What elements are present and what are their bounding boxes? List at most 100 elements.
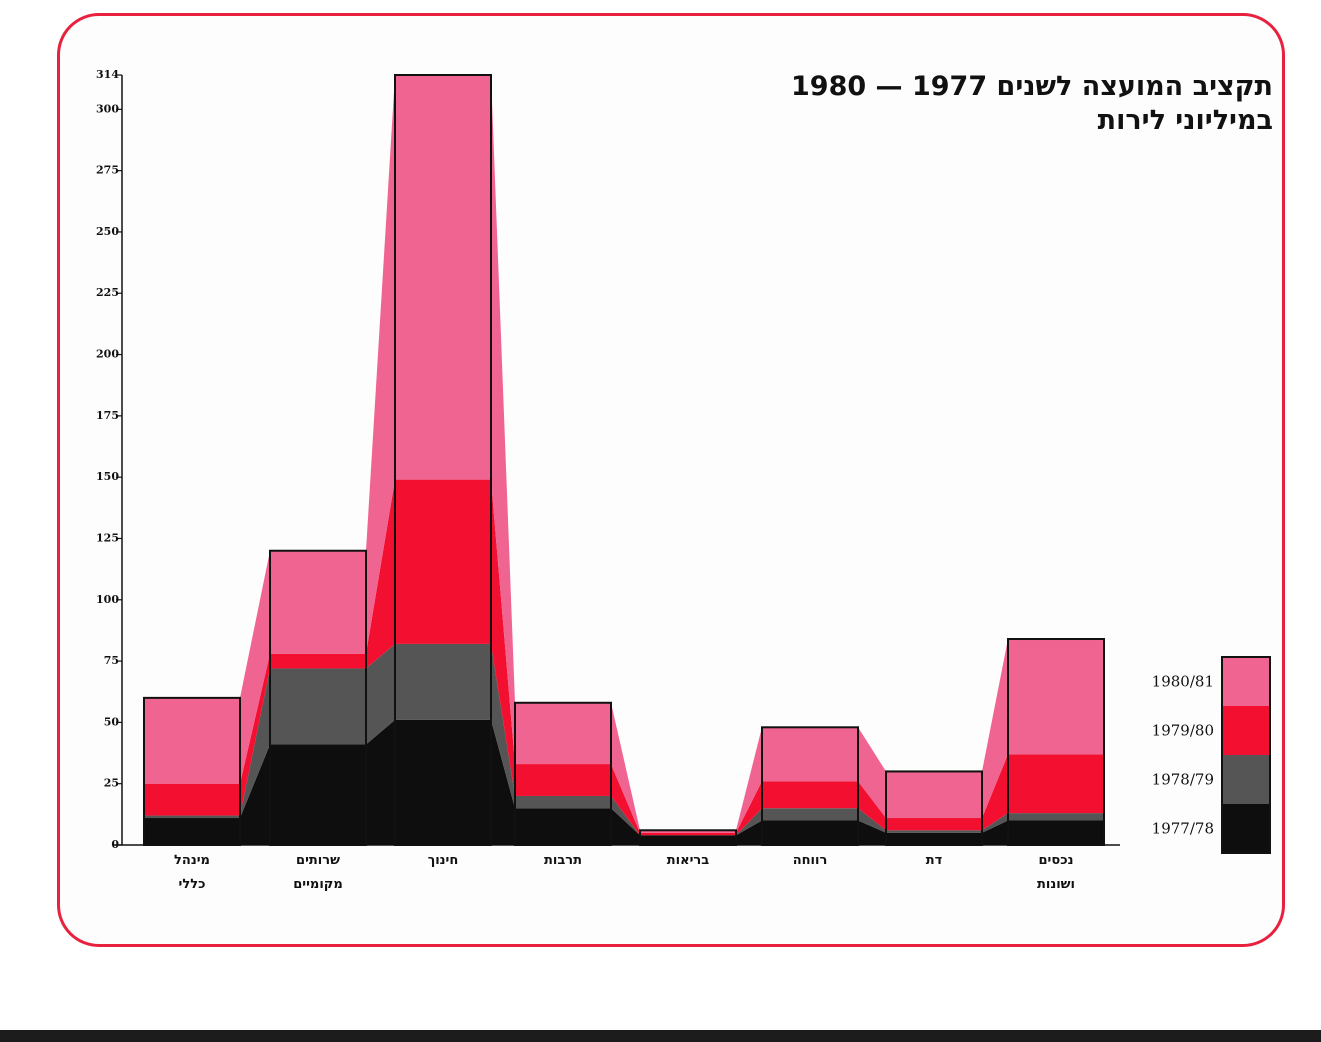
bar-segment-1978-79-6 — [886, 830, 982, 833]
bar-segment-1979-80-1 — [270, 653, 366, 669]
connector-1977-78-5 — [858, 820, 886, 845]
bar-segment-1980-81-6 — [886, 771, 982, 819]
bar-segment-1977-78-0 — [144, 818, 240, 845]
chart-title: תקציב המועצה לשנים 1977 — 1980 במיליוני … — [673, 70, 1273, 138]
bar-segment-1980-81-2 — [395, 75, 491, 480]
x-category-label: שרותים — [296, 853, 340, 868]
bar-segment-1979-80-5 — [762, 781, 858, 809]
connector-1980-81-0 — [240, 550, 270, 784]
x-category-label: כללי — [179, 877, 206, 892]
page-bottom-edge — [0, 1030, 1321, 1042]
connector-1978-79-3 — [611, 795, 640, 836]
connector-1978-79-5 — [858, 808, 886, 833]
legend-label: 1979/80 — [1152, 722, 1214, 740]
legend-outline — [1221, 656, 1271, 854]
connector-1980-81-1 — [366, 75, 395, 654]
bar-segment-1978-79-5 — [762, 808, 858, 821]
legend-label: 1977/78 — [1152, 820, 1214, 838]
legend-swatch-1977-78 — [1222, 804, 1270, 853]
y-tick-label: 100 — [96, 593, 119, 606]
bar-segment-1978-79-0 — [144, 815, 240, 819]
connector-1980-81-6 — [982, 639, 1008, 819]
bar-segment-1978-79-1 — [270, 668, 366, 745]
legend-swatch-1978-79 — [1222, 755, 1270, 804]
bar-segment-1979-80-3 — [515, 764, 611, 796]
connector-1977-78-4 — [736, 820, 762, 845]
connector-1978-79-6 — [982, 813, 1008, 833]
legend: 1980/81 1979/80 1978/79 1977/78 — [1152, 656, 1271, 854]
y-tick-label: 175 — [96, 409, 119, 422]
bar-segment-1978-79-7 — [1008, 813, 1104, 821]
y-tick-label: 250 — [96, 225, 119, 238]
x-category-label: תרבות — [544, 853, 582, 868]
bar-segment-1977-78-5 — [762, 820, 858, 845]
bar-segment-1978-79-2 — [395, 643, 491, 720]
y-tick-label: 25 — [104, 777, 119, 790]
connector-1977-78-0 — [240, 744, 270, 845]
bar-segment-1977-78-3 — [515, 808, 611, 845]
connector-1979-80-1 — [366, 479, 395, 669]
bars — [143, 74, 1105, 847]
connector-1979-80-2 — [491, 479, 515, 796]
bar-segment-1979-80-7 — [1008, 754, 1104, 814]
bar-segment-1977-78-4 — [640, 835, 736, 845]
x-category-label: רווחה — [793, 853, 828, 868]
x-axis-labels: מינהל כללי שרותים מקומיים חינוך תרבות בריאות רו… — [174, 853, 1075, 892]
y-tick-label: 314 — [96, 68, 119, 81]
connector-1979-80-5 — [858, 781, 886, 831]
connector-1978-79-2 — [491, 643, 515, 809]
bar-segment-1977-78-6 — [886, 832, 982, 845]
x-category-label: בריאות — [667, 853, 709, 868]
y-tick-label: 125 — [96, 531, 119, 544]
connector-1980-81-4 — [736, 727, 762, 833]
bar-segment-1980-81-5 — [762, 727, 858, 782]
bar-segment-1979-80-4 — [640, 832, 736, 836]
y-axis: 0 25 50 75 100 125 150 175 200 225 250 275 300 314 — [96, 68, 1120, 851]
x-category-label: ושונות — [1037, 877, 1075, 892]
connector-1978-79-1 — [366, 643, 395, 745]
bar-segment-1977-78-7 — [1008, 820, 1104, 845]
connector-1977-78-2 — [491, 719, 515, 845]
legend-swatch-1979-80 — [1222, 706, 1270, 755]
y-tick-label: 150 — [96, 470, 119, 483]
bar-segment-1980-81-4 — [640, 830, 736, 833]
connector-1979-80-3 — [611, 764, 640, 836]
y-tick-label: 0 — [111, 838, 119, 851]
connector-1977-78-3 — [611, 808, 640, 845]
y-tick-label: 225 — [96, 286, 119, 299]
connector-1979-80-4 — [736, 781, 762, 836]
bar-segment-1979-80-2 — [395, 479, 491, 644]
bar-segment-1977-78-1 — [270, 744, 366, 845]
connector-1979-80-0 — [240, 653, 270, 816]
connector-1978-79-4 — [736, 808, 762, 836]
connector-1977-78-6 — [982, 820, 1008, 845]
x-category-label: מקומיים — [293, 877, 343, 892]
bar-segment-1979-80-6 — [886, 818, 982, 831]
legend-label: 1980/81 — [1152, 673, 1214, 691]
connector-1977-78-1 — [366, 719, 395, 845]
x-category-label: דת — [926, 853, 943, 868]
y-tick-label: 275 — [96, 164, 119, 177]
bar-segment-1980-81-1 — [270, 550, 366, 654]
x-category-label: נכסים — [1039, 853, 1074, 868]
y-tick-label: 300 — [96, 102, 119, 115]
y-tick-label: 75 — [104, 654, 119, 667]
bar-segment-1977-78-2 — [395, 719, 491, 845]
connector-1979-80-6 — [982, 754, 1008, 831]
legend-label: 1978/79 — [1152, 771, 1214, 789]
connector-1980-81-2 — [491, 75, 515, 765]
y-tick-label: 200 — [96, 348, 119, 361]
y-tick-label: 50 — [104, 715, 120, 728]
bar-segment-1978-79-3 — [515, 795, 611, 809]
legend-swatch-1980-81 — [1222, 657, 1270, 706]
x-category-label: חינוך — [428, 853, 459, 868]
bar-connectors — [240, 75, 1008, 845]
bar-segment-1980-81-7 — [1008, 639, 1104, 755]
chart-title-line1: תקציב המועצה לשנים 1977 — 1980 — [791, 71, 1273, 102]
connector-1978-79-0 — [240, 668, 270, 819]
connector-1980-81-5 — [858, 727, 886, 819]
bar-segment-1980-81-3 — [515, 702, 611, 765]
chart-title-line2: במיליוני לירות — [1097, 105, 1273, 136]
x-category-label: מינהל — [174, 853, 210, 868]
